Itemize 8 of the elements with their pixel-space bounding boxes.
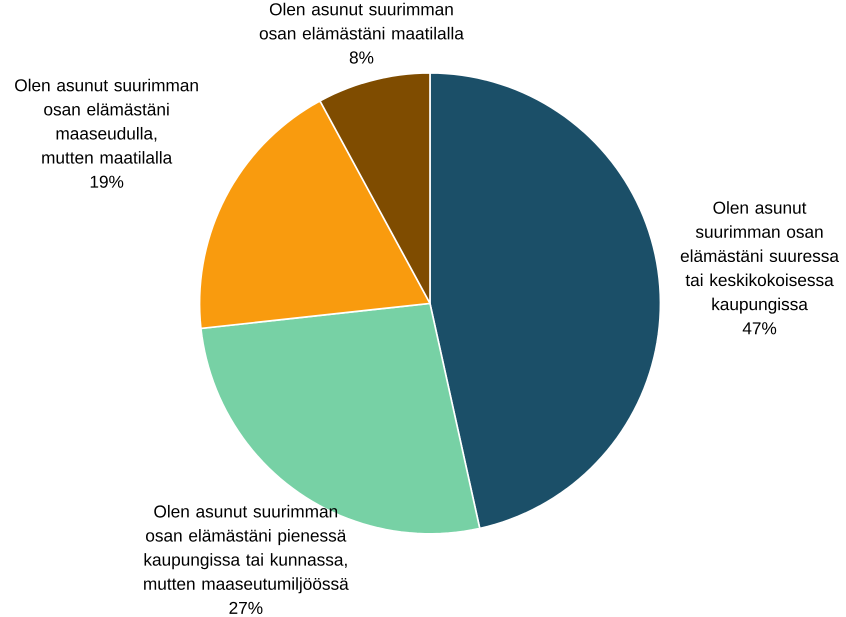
data-label: 27% — [229, 602, 262, 614]
data-label: 8% — [350, 52, 374, 64]
slice-label: Olen asunut suurimman osan elämästäni maaseudulla, mutten maatilalla — [15, 78, 198, 164]
slice-label: Olen asunut suurimman osan elämästäni suuressa tai keskikokoisessa kaupungissa — [680, 201, 839, 314]
slice-label: Olen asunut suurimman osan elämästäni pienessä kaupungissa tai kunnassa, mutten maaseutumiljöössä — [144, 505, 349, 594]
data-label: 47% — [742, 322, 776, 334]
slice-label: Olen asunut suurimman osan elämästäni maatilalla — [260, 2, 464, 40]
data-label: 19% — [90, 176, 124, 188]
